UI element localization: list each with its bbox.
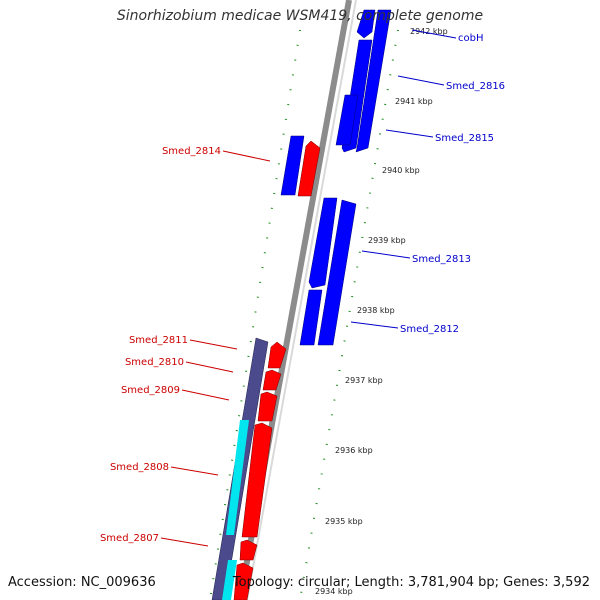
tick-label: 2936 kbp (335, 446, 373, 455)
gene-label-smed-2810[interactable]: Smed_2810 (125, 357, 184, 368)
gene-label-smed-2814[interactable]: Smed_2814 (162, 146, 221, 157)
tick-label: 2935 kbp (325, 517, 363, 526)
gene-smed-2806-reverse[interactable] (233, 562, 254, 600)
gene-label-smed-2808[interactable]: Smed_2808 (110, 462, 169, 473)
gene-smed-2816-b[interactable] (355, 9, 392, 153)
tick-label: 2938 kbp (357, 306, 395, 315)
gene-label-smed-2815[interactable]: Smed_2815 (435, 133, 494, 144)
gene-label-smed-2807[interactable]: Smed_2807 (100, 533, 159, 544)
gene-smed-2812[interactable] (299, 289, 323, 346)
gene-smed-2807-rna[interactable] (222, 560, 237, 600)
tick-guides (209, 29, 399, 600)
gene-label-smed-2816[interactable]: Smed_2816 (446, 81, 505, 92)
tick-label: 2934 kbp (315, 587, 353, 596)
tick-label: 2937 kbp (345, 376, 383, 385)
gene-smed-2813-b[interactable] (317, 199, 357, 346)
gene-label-smed-2813[interactable]: Smed_2813 (412, 254, 471, 265)
gene-label-cobh[interactable]: cobH (458, 33, 483, 44)
genome-title: Sinorhizobium medicae WSM419, complete g… (116, 8, 484, 24)
gene-smed-2813-a[interactable] (308, 197, 338, 289)
tick-label: 2939 kbp (368, 236, 406, 245)
gene-smed-2808-reverse[interactable] (241, 422, 273, 538)
gene-smed-2811-reverse[interactable] (267, 341, 287, 369)
tick-label: 2941 kbp (395, 97, 433, 106)
genome-summary-text: Topology: circular; Length: 3,781,904 bp… (232, 575, 590, 590)
gene-smed-2815[interactable] (335, 94, 359, 146)
gene-smed-2814-reverse[interactable] (297, 140, 321, 197)
gene-smed-2808-rna[interactable] (226, 420, 249, 535)
gene-block-lower (211, 337, 287, 600)
gene-label-smed-2812[interactable]: Smed_2812 (400, 324, 459, 335)
gene-smed-2809-reverse[interactable] (257, 391, 278, 422)
forward-gene-labels: cobH Smed_2816 Smed_2815 Smed_2813 Smed_… (350, 29, 505, 335)
gene-smed-2814-forward[interactable] (280, 135, 305, 196)
gene-block-smed-2814 (280, 135, 321, 197)
tick-label: 2942 kbp (410, 27, 448, 36)
gene-label-smed-2809[interactable]: Smed_2809 (121, 385, 180, 396)
gene-smed-2810-reverse[interactable] (262, 369, 282, 391)
gene-block-middle-forward (299, 197, 357, 346)
reverse-gene-labels: Smed_2814 Smed_2811 Smed_2810 Smed_2809 … (100, 146, 271, 547)
gene-block-upper-forward (335, 9, 392, 153)
gene-smed-2807-reverse[interactable] (239, 539, 258, 561)
gene-cobh[interactable] (356, 9, 376, 39)
tick-labels: 2942 kbp 2941 kbp 2940 kbp 2939 kbp 2938… (315, 27, 448, 596)
accession-text: Accession: NC_009636 (8, 575, 156, 590)
gene-label-smed-2811[interactable]: Smed_2811 (129, 335, 188, 346)
tick-label: 2940 kbp (382, 166, 420, 175)
